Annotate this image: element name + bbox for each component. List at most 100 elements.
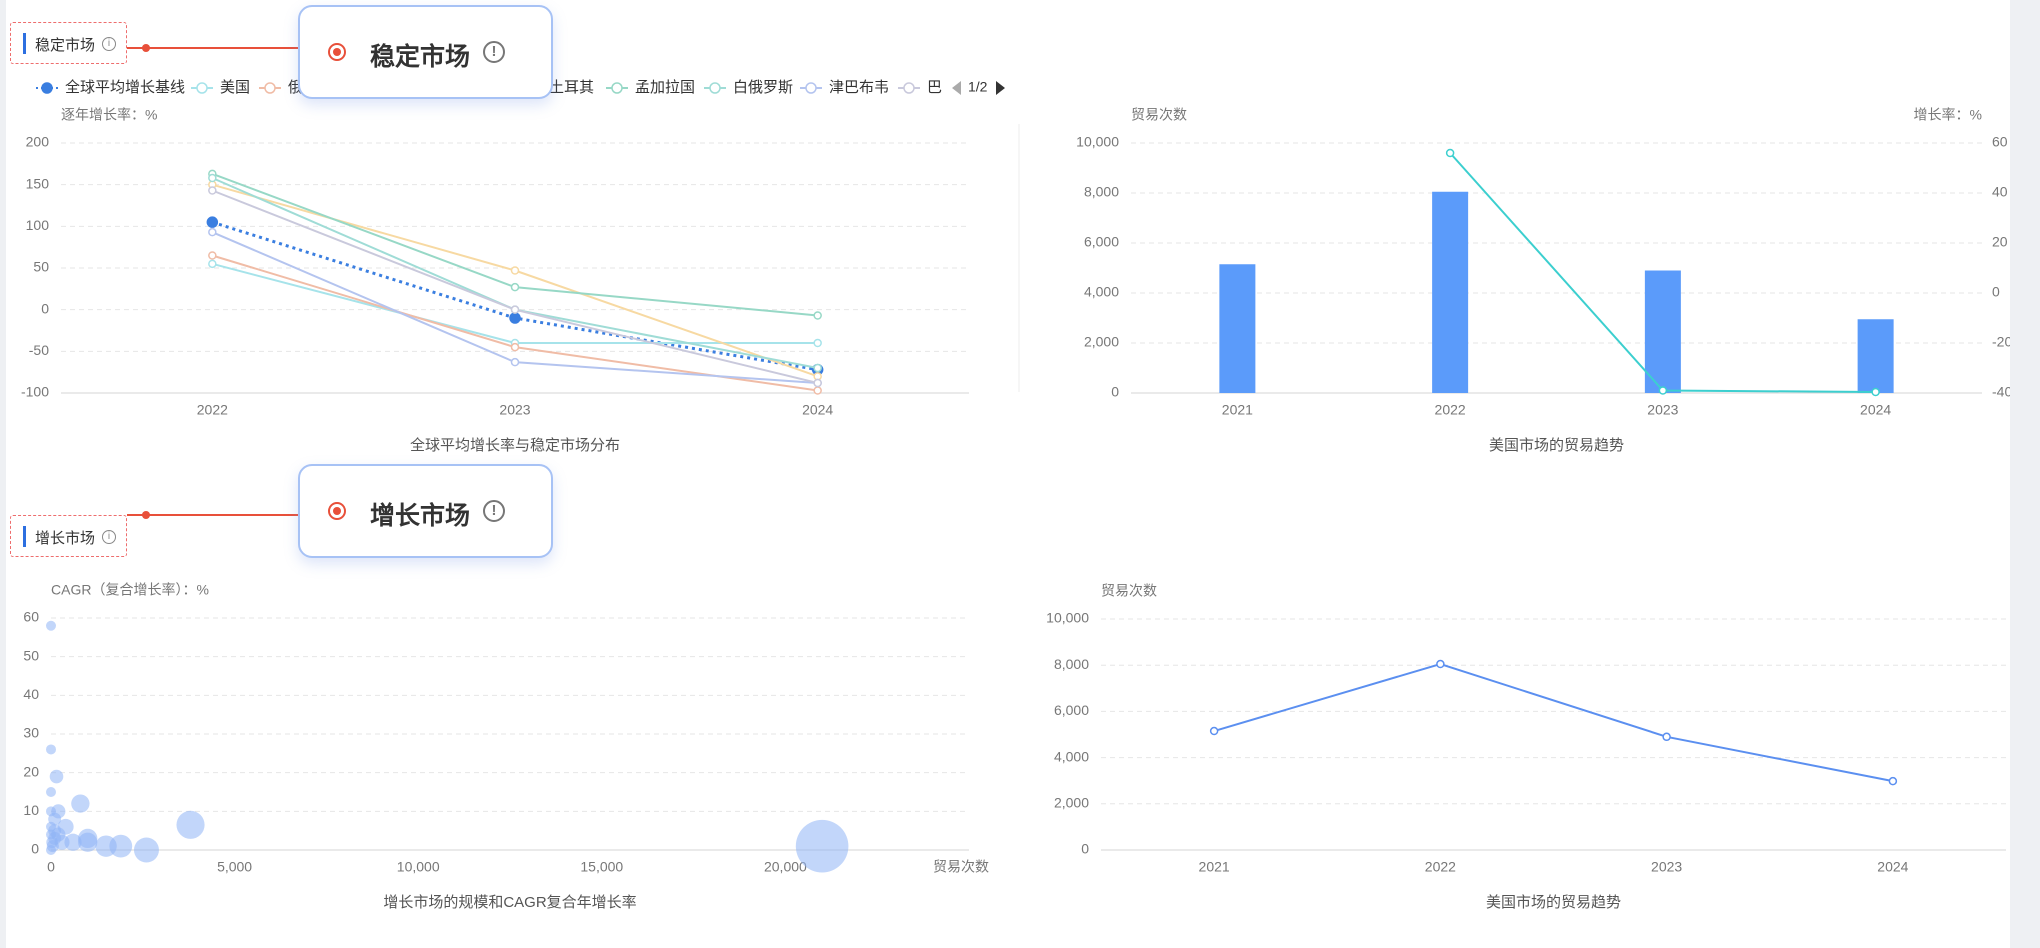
y-tick-label: 200	[26, 134, 50, 150]
point	[208, 173, 217, 183]
callout: 稳定市场!	[298, 5, 553, 99]
point	[1436, 659, 1445, 669]
section-label: 稳定市场 i	[10, 22, 127, 64]
legend-marker	[264, 82, 276, 94]
y-tick-label: 6,000	[1054, 702, 1089, 718]
pager-next[interactable]	[996, 81, 1005, 95]
y2-tick-label: -20	[1992, 334, 2010, 350]
bubble	[176, 810, 205, 839]
y-tick-label: 50	[33, 259, 49, 275]
point	[206, 216, 219, 228]
point	[813, 363, 822, 373]
legend-label: 美国	[220, 79, 250, 96]
x-tick-label: 5,000	[217, 859, 252, 875]
legend-marker	[903, 82, 915, 94]
pager-prev[interactable]	[952, 81, 961, 95]
y-tick-label: 2,000	[1084, 334, 1119, 350]
bubble	[49, 769, 64, 784]
bubble	[46, 620, 56, 631]
legend: 全球平均增长基线 美国俄土耳其 孟加拉国 白俄罗斯 津巴布韦巴	[36, 78, 942, 96]
bubble	[795, 819, 849, 873]
point	[510, 342, 520, 352]
y-tick-label: 0	[41, 300, 49, 316]
legend-marker	[611, 82, 623, 94]
y-axis-title: 贸易次数	[1131, 107, 1187, 123]
x-tick-label: 20,000	[764, 859, 807, 875]
bubble	[46, 787, 56, 797]
bubble	[64, 833, 82, 851]
point	[1445, 148, 1455, 158]
x-tick-label: 2022	[1435, 402, 1466, 418]
point	[813, 338, 822, 348]
y-tick-label: 4,000	[1054, 748, 1089, 764]
x-tick-label: 2024	[802, 402, 833, 418]
legend-label: 津巴布韦	[829, 79, 889, 96]
legend-label: 白俄罗斯	[733, 79, 793, 96]
y-tick-label: 20	[23, 763, 39, 779]
y-tick-label: 0	[31, 841, 39, 857]
y-tick-label: 40	[23, 686, 39, 702]
y-tick-label: 0	[1111, 384, 1119, 400]
y-tick-label: 4,000	[1084, 284, 1119, 300]
pager-text: 1/2	[968, 79, 988, 95]
legend-label: 全球平均增长基线	[65, 78, 185, 96]
y-tick-label: 10	[23, 802, 39, 818]
y-tick-label: 8,000	[1054, 656, 1089, 672]
legend-label: 孟加拉国	[635, 79, 695, 96]
x-tick-label: 2024	[1877, 859, 1908, 875]
x-tick-label: 2021	[1222, 402, 1253, 418]
y-tick-label: 6,000	[1084, 234, 1119, 250]
point	[510, 282, 520, 292]
line	[1213, 662, 1894, 783]
y2-tick-label: -40	[1992, 384, 2010, 400]
bar	[1644, 270, 1681, 393]
x-tick-label: 2023	[1651, 859, 1682, 875]
point	[813, 311, 822, 320]
point	[509, 312, 521, 324]
point	[1871, 387, 1880, 397]
point	[510, 266, 520, 275]
chart-title: 增长市场的规模和CAGR复合年增长率	[383, 893, 636, 911]
point	[813, 378, 822, 388]
connector	[127, 47, 337, 49]
callout: 增长市场!	[298, 464, 553, 558]
x-tick-label: 0	[47, 859, 55, 875]
y-tick-label: 30	[23, 725, 39, 741]
point	[208, 259, 217, 269]
line	[211, 172, 818, 317]
x-tick-label: 2022	[197, 402, 228, 418]
section-title: 增长市场	[35, 530, 96, 547]
y2-tick-label: 60	[1992, 134, 2008, 150]
legend-label: 土耳其	[549, 79, 594, 96]
legend-marker	[709, 82, 721, 94]
y-tick-label: 60	[23, 609, 39, 625]
charts: -100-50050100150200逐年增长率：%全球平均增长率与稳定市场分布…	[21, 78, 2010, 911]
point	[208, 227, 217, 237]
section-title: 稳定市场	[35, 37, 96, 54]
y-tick-label: 8,000	[1084, 184, 1119, 200]
x-axis-title: 贸易次数	[933, 859, 989, 875]
x-tick-label: 15,000	[580, 859, 623, 875]
legend-marker	[196, 82, 208, 94]
x-tick-label: 2023	[1647, 402, 1678, 418]
y-tick-label: 100	[26, 217, 50, 233]
dashboard: -100 -50 0 50 100 150 200 逐年增长率：% 全球平均增长率与稳定市场分布…	[6, 0, 2010, 948]
y2-tick-label: 0	[1992, 284, 2000, 300]
y-tick-label: 0	[1081, 841, 1089, 857]
bubble	[109, 834, 133, 858]
point	[1658, 386, 1668, 395]
point	[1209, 726, 1219, 736]
bar	[1857, 319, 1894, 393]
point	[1662, 732, 1671, 742]
x-tick-label: 2022	[1425, 859, 1456, 875]
bubble	[71, 794, 90, 813]
y-tick-label: 10,000	[1076, 134, 1119, 150]
point	[1888, 776, 1898, 786]
y-tick-label: 150	[26, 175, 50, 191]
x-tick-label: 10,000	[397, 859, 440, 875]
bubble	[133, 837, 159, 863]
x-tick-label: 2024	[1860, 402, 1891, 418]
y-tick-label: 10,000	[1046, 610, 1089, 626]
point	[813, 386, 822, 395]
chart-title: 美国市场的贸易趋势	[1486, 894, 1621, 911]
